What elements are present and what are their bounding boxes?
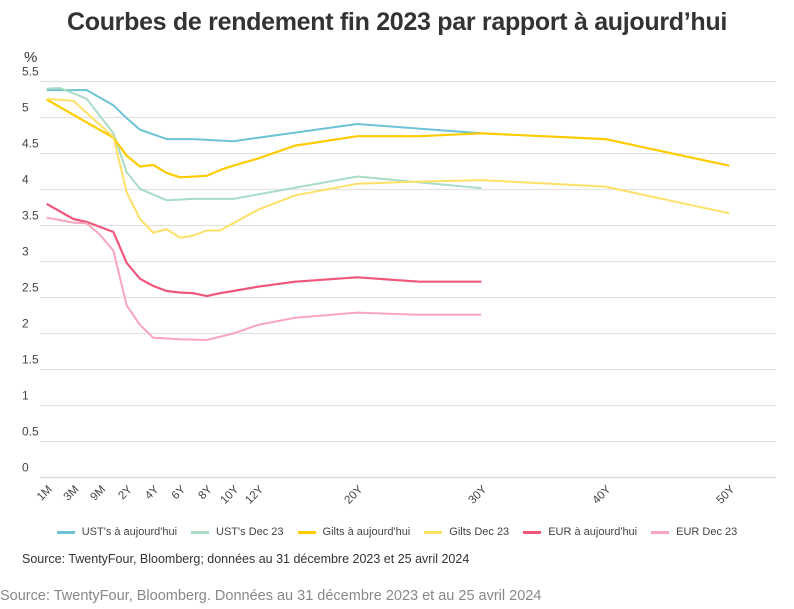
y-tick-label: 4	[22, 173, 29, 187]
y-tick-label: 2.5	[22, 281, 39, 295]
legend-swatch	[424, 530, 443, 534]
legend: UST's à aujourd'hui UST's Dec 23 Gilts à a…	[0, 526, 794, 538]
x-tick-label: 12Y	[243, 483, 266, 506]
legend-swatch	[651, 530, 670, 534]
series-line	[46, 89, 482, 143]
x-tick-label: 3M	[62, 484, 82, 504]
y-axis-label: %	[24, 49, 37, 66]
y-tick-label: 0.5	[22, 425, 39, 439]
y-tick-label: 3.5	[22, 209, 39, 223]
legend-label: EUR à aujourd'hui	[548, 526, 638, 538]
x-tick-label: 8Y	[196, 483, 215, 502]
x-tick-label: 20Y	[342, 483, 365, 506]
chart-source: Source: TwentyFour, Bloomberg; données a…	[22, 552, 470, 566]
legend-item: Gilts à aujourd'hui	[297, 526, 411, 538]
series-line	[46, 97, 730, 239]
y-tick-label: 5	[22, 101, 29, 115]
x-tick-label: 1M	[35, 484, 55, 504]
legend-swatch	[523, 530, 542, 534]
series-line	[46, 98, 730, 179]
x-tick-label: 9M	[88, 484, 108, 504]
legend-label: Gilts Dec 23	[449, 526, 510, 538]
x-tick-label: 6Y	[170, 483, 189, 502]
yield-curve-chart: %00.511.522.533.544.555.51M 3M 9M 2Y 4Y 6Y 8Y 1…	[22, 49, 776, 507]
series-line	[46, 216, 482, 341]
legend-label: UST's Dec 23	[216, 526, 284, 538]
legend-label: Gilts à aujourd'hui	[322, 526, 411, 538]
y-tick-label: 1	[22, 389, 29, 403]
legend-item: Gilts Dec 23	[424, 526, 509, 538]
x-tick-label: 30Y	[466, 483, 489, 506]
series-line	[46, 202, 482, 298]
legend-swatch	[191, 530, 210, 534]
y-tick-label: 0	[22, 461, 29, 475]
y-tick-label: 3	[22, 245, 29, 259]
legend-label: EUR Dec 23	[676, 526, 738, 538]
y-tick-label: 5.5	[22, 65, 39, 79]
legend-label: UST's à aujourd'hui	[81, 526, 178, 538]
x-tick-label: 50Y	[714, 483, 737, 506]
y-tick-label: 4.5	[22, 137, 39, 151]
legend-item: UST's Dec 23	[191, 526, 284, 538]
y-tick-label: 1.5	[22, 353, 39, 367]
x-tick-label: 2Y	[116, 483, 135, 502]
x-tick-label: 40Y	[590, 483, 613, 506]
page-source: Source: TwentyFour, Bloomberg. Données a…	[0, 588, 542, 604]
legend-swatch	[297, 530, 316, 534]
legend-item: EUR Dec 23	[651, 526, 737, 538]
y-tick-label: 2	[22, 317, 29, 331]
chart-title: Courbes de rendement fin 2023 par rappor…	[66, 8, 727, 36]
legend-item: EUR à aujourd'hui	[523, 526, 637, 538]
x-tick-label: 4Y	[143, 483, 162, 502]
series-line	[46, 87, 482, 202]
legend-item: UST's à aujourd'hui	[56, 526, 178, 538]
legend-swatch	[56, 530, 75, 534]
x-tick-label: 10Y	[218, 483, 241, 506]
